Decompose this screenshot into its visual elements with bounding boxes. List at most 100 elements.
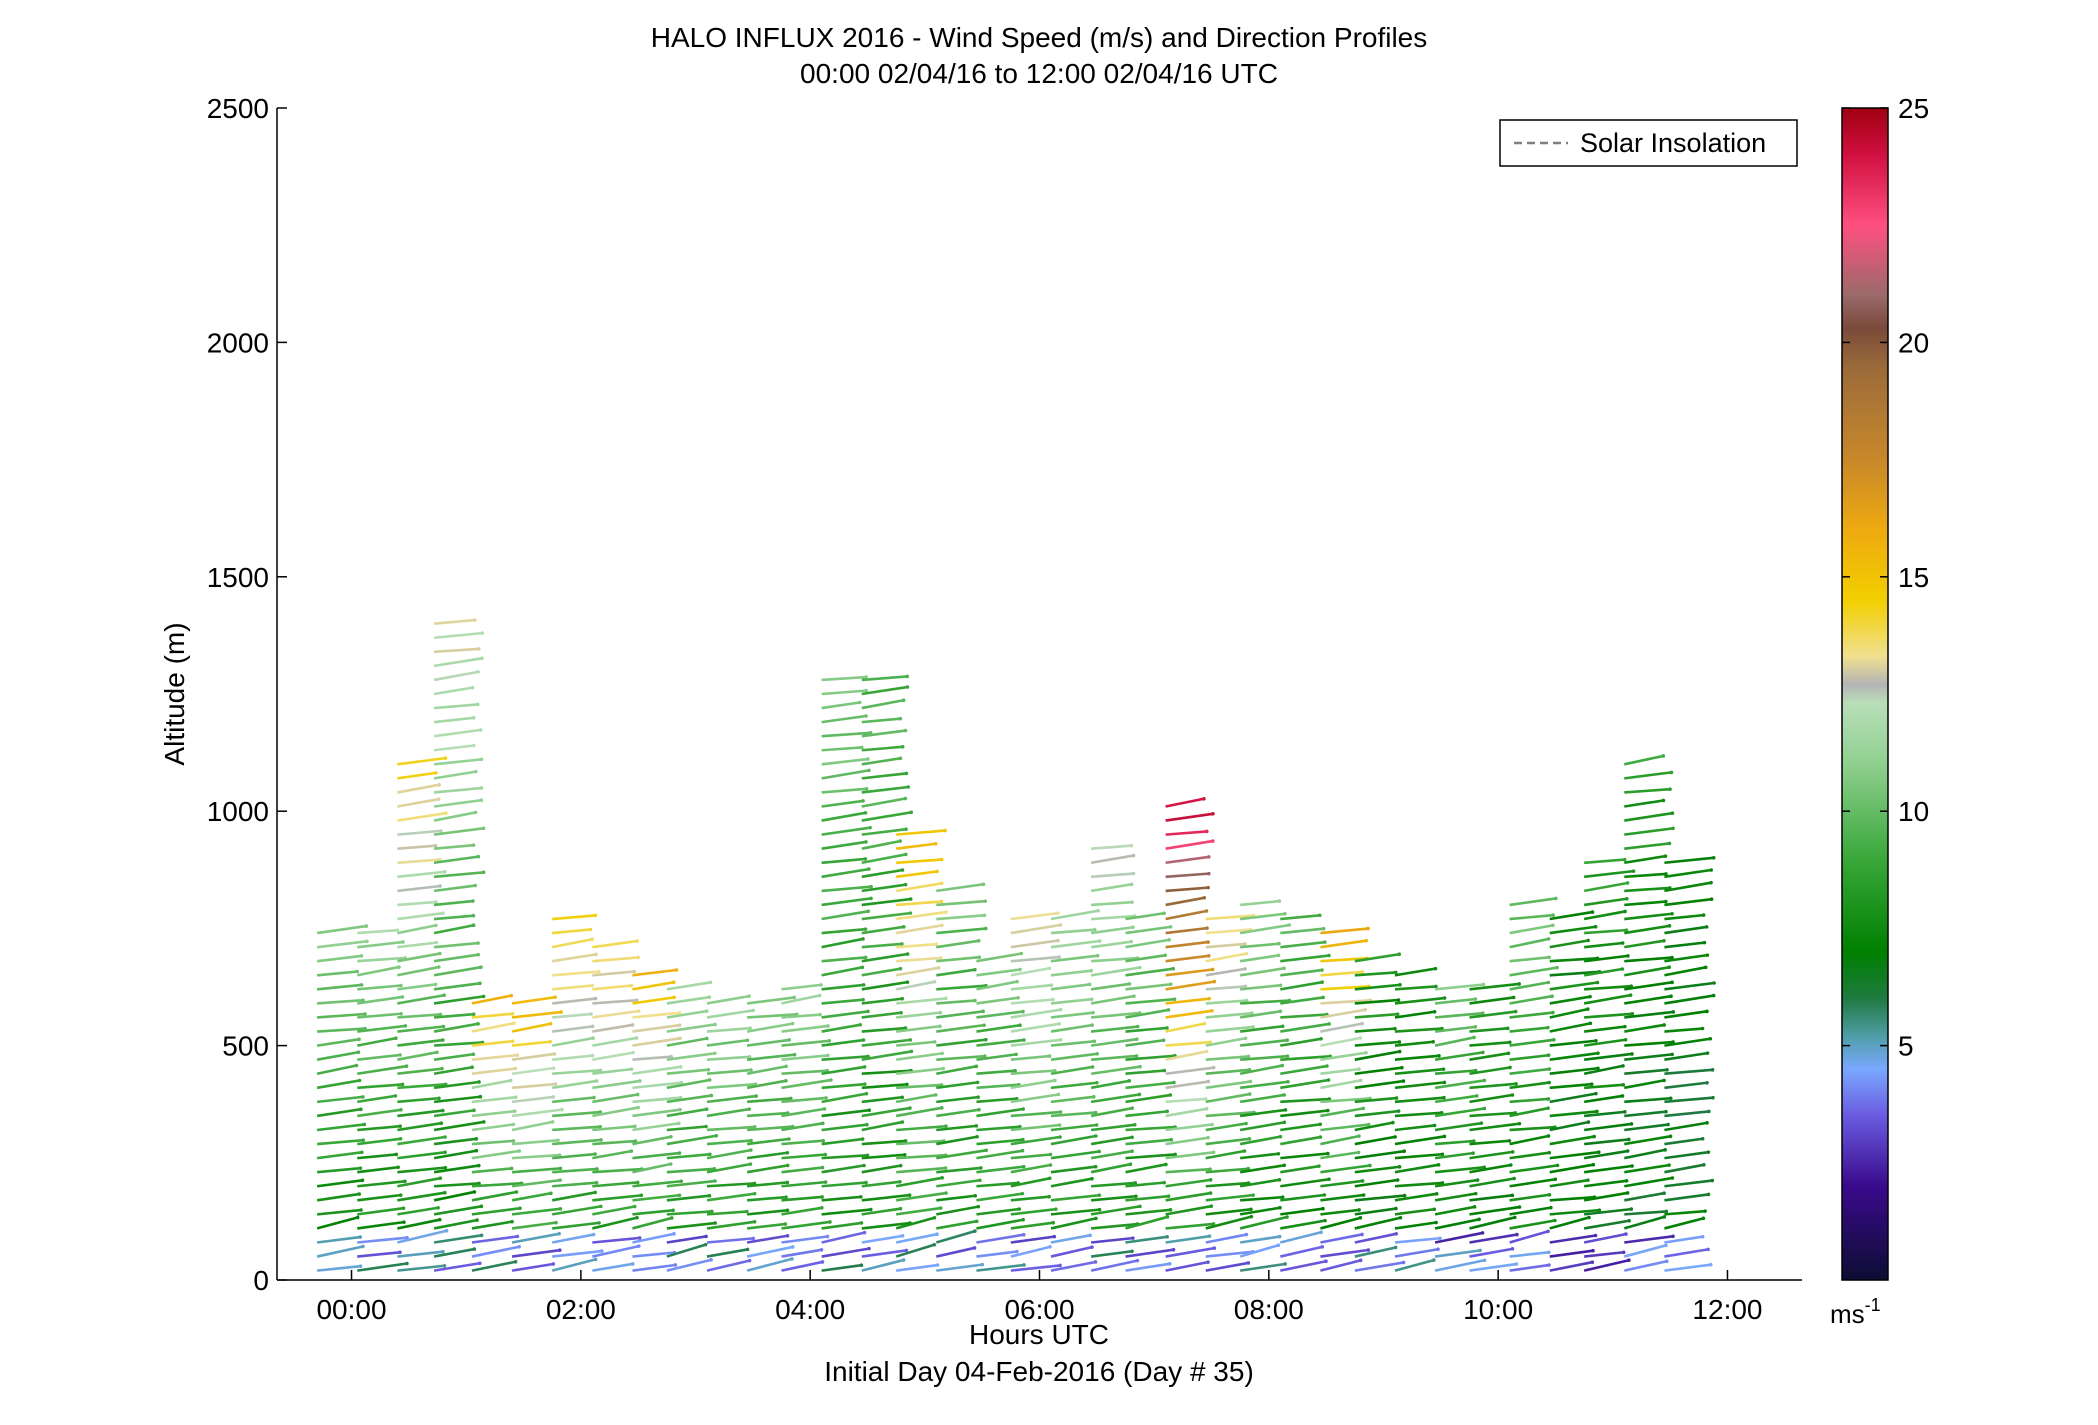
wind-vector-tip bbox=[1553, 1177, 1558, 1182]
wind-vector bbox=[1664, 897, 1712, 907]
wind-vector bbox=[1549, 1120, 1589, 1132]
wind-vector bbox=[551, 1079, 597, 1090]
wind-vector bbox=[1549, 1216, 1590, 1230]
wind-vector bbox=[821, 840, 867, 850]
wind-vector bbox=[976, 968, 1021, 977]
wind-vector-tip bbox=[745, 1209, 749, 1214]
wind-vector-tip bbox=[478, 981, 482, 986]
wind-vector bbox=[976, 980, 1018, 991]
wind-vector bbox=[433, 758, 482, 766]
wind-vector-tip bbox=[935, 869, 939, 874]
wind-vector bbox=[896, 1040, 935, 1047]
wind-vector bbox=[1320, 985, 1370, 991]
wind-vector-tip bbox=[1709, 880, 1713, 885]
wind-vector-tip bbox=[1510, 1247, 1515, 1251]
wind-vector bbox=[1354, 1261, 1404, 1272]
wind-vector-tip bbox=[821, 1138, 826, 1143]
wind-vector-tip bbox=[435, 1050, 439, 1055]
wind-vector-tip bbox=[1553, 1218, 1557, 1223]
wind-vector bbox=[1165, 1123, 1213, 1132]
wind-vector-tip bbox=[861, 983, 866, 987]
wind-vector bbox=[895, 1052, 943, 1061]
wind-vector-tip bbox=[905, 1082, 909, 1087]
wind-vector bbox=[861, 772, 907, 780]
wind-vector bbox=[1624, 1040, 1674, 1047]
wind-vector bbox=[1091, 956, 1138, 963]
wind-vector bbox=[316, 1178, 363, 1188]
wind-vector bbox=[895, 1263, 938, 1272]
wind-vector-tip bbox=[1278, 1009, 1283, 1014]
wind-vector-tip bbox=[1058, 1037, 1063, 1042]
wind-vector bbox=[316, 1079, 360, 1090]
wind-vector-tip bbox=[973, 967, 977, 972]
wind-vector-tip bbox=[1131, 1236, 1135, 1240]
wind-vector bbox=[357, 1024, 406, 1033]
wind-vector-tip bbox=[709, 1093, 714, 1098]
wind-vector-tip bbox=[862, 1082, 867, 1086]
wind-vector bbox=[1050, 1011, 1094, 1019]
wind-vector bbox=[433, 1080, 480, 1090]
wind-vector-tip bbox=[475, 1218, 479, 1222]
wind-vector bbox=[1624, 956, 1673, 963]
wind-vector-tip bbox=[862, 1163, 866, 1168]
x-tick-label: 10:00 bbox=[1463, 1294, 1533, 1325]
wind-vector-tip bbox=[511, 1122, 516, 1127]
wind-vector bbox=[433, 914, 474, 921]
wind-vector bbox=[781, 1248, 822, 1258]
wind-vector bbox=[552, 1096, 595, 1104]
wind-vector bbox=[1165, 1222, 1214, 1230]
wind-vector-tip bbox=[678, 1064, 683, 1069]
wind-vector bbox=[471, 1079, 511, 1090]
colorbar-tick-label: 10 bbox=[1898, 796, 1929, 827]
wind-vector-tip bbox=[474, 1137, 479, 1141]
wind-vector bbox=[357, 1193, 401, 1202]
wind-vector-tip bbox=[361, 1244, 365, 1249]
wind-vector bbox=[592, 1009, 639, 1019]
wind-vector bbox=[1583, 1122, 1632, 1132]
wind-vector-tip bbox=[399, 1011, 403, 1016]
wind-vector-tip bbox=[933, 841, 938, 846]
wind-vector bbox=[592, 1125, 635, 1132]
wind-vector-tip bbox=[1130, 1249, 1134, 1254]
wind-vector bbox=[1165, 1204, 1212, 1216]
wind-vector bbox=[1584, 941, 1623, 949]
wind-vector bbox=[861, 980, 908, 991]
wind-vector bbox=[1549, 1082, 1592, 1090]
wind-vector-tip bbox=[1357, 1134, 1361, 1138]
wind-vector-tip bbox=[824, 1096, 828, 1100]
wind-vector-tip bbox=[1662, 1191, 1666, 1196]
wind-vector bbox=[747, 1097, 791, 1104]
wind-vector bbox=[1320, 1051, 1367, 1061]
wind-vector bbox=[781, 1180, 826, 1188]
wind-vector-tip bbox=[1057, 1022, 1062, 1026]
wind-vector-tip bbox=[403, 1179, 407, 1184]
wind-vector bbox=[706, 1082, 756, 1090]
wind-vector-tip bbox=[355, 969, 360, 974]
wind-vector-tip bbox=[471, 1012, 476, 1017]
wind-vector-tip bbox=[752, 1191, 757, 1196]
wind-vector bbox=[592, 956, 639, 963]
wind-vector-tip bbox=[393, 1094, 398, 1098]
wind-vector-tip bbox=[1368, 1163, 1372, 1168]
wind-vector-tip bbox=[398, 1136, 403, 1141]
wind-vector-tip bbox=[979, 1166, 983, 1170]
wind-vector-tip bbox=[480, 631, 485, 635]
wind-vector-tip bbox=[1097, 1149, 1101, 1154]
wind-vector-tip bbox=[1631, 869, 1636, 873]
wind-vector-tip bbox=[1707, 1109, 1711, 1114]
wind-vector-tip bbox=[1588, 994, 1592, 999]
wind-vector-tip bbox=[826, 1053, 830, 1058]
wind-vector bbox=[1434, 1025, 1476, 1033]
wind-vector-tip bbox=[982, 913, 987, 918]
wind-vector bbox=[1280, 1193, 1325, 1202]
wind-vector bbox=[1664, 1027, 1703, 1033]
wind-vector bbox=[1125, 1181, 1165, 1188]
wind-vector-tip bbox=[1625, 1191, 1630, 1195]
wind-vector-tip bbox=[940, 1106, 944, 1110]
wind-vector-tip bbox=[438, 951, 442, 956]
wind-vector-tip bbox=[1326, 1078, 1331, 1082]
wind-vector-tip bbox=[1168, 1208, 1173, 1212]
wind-vector-tip bbox=[476, 952, 481, 957]
wind-vector-tip bbox=[361, 1138, 366, 1143]
wind-vector bbox=[821, 769, 870, 780]
